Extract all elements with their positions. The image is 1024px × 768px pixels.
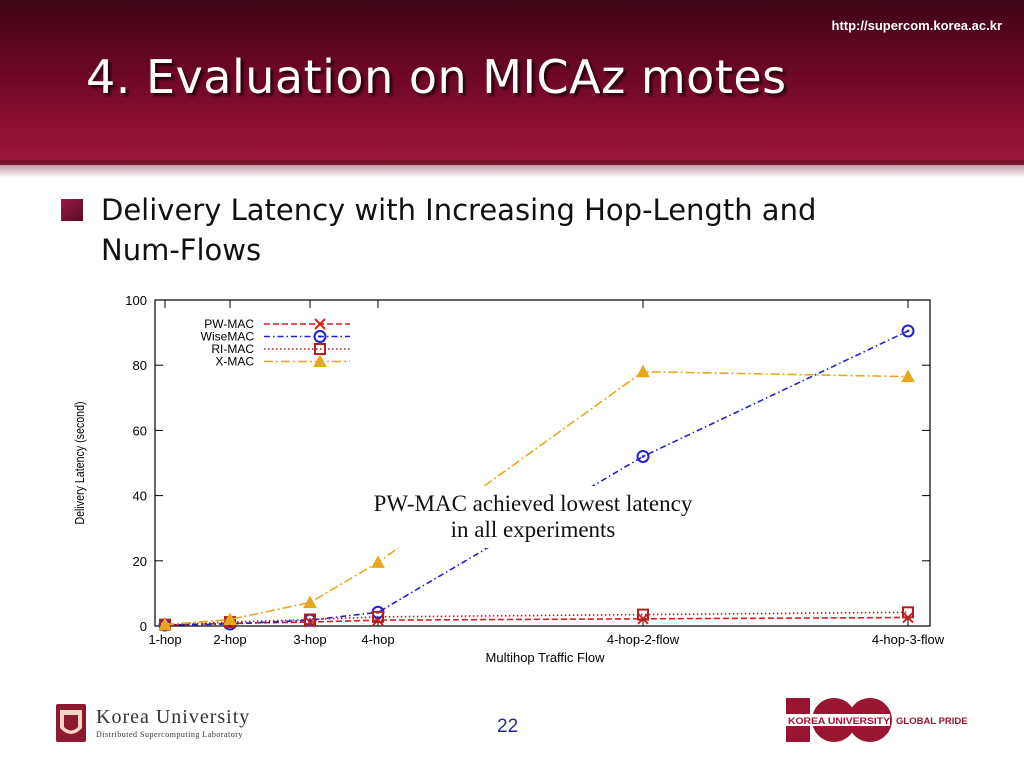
- point-ri-mac: [372, 610, 384, 623]
- point-ri-mac: [304, 613, 316, 626]
- annotation-background: [286, 486, 786, 548]
- series-line-wisemac: [164, 330, 909, 626]
- y-tick-label: 40: [133, 489, 147, 504]
- site-url[interactable]: http://supercom.korea.ac.kr: [831, 18, 1003, 33]
- legend-marker-x-mac: [313, 354, 327, 367]
- y-tick-label: 80: [133, 358, 147, 373]
- point-x-mac: [371, 555, 385, 568]
- right-logo-text: KOREA UNIVERSITY: [788, 716, 890, 726]
- bullet-text: Delivery Latency with Increasing Hop-Len…: [101, 193, 817, 267]
- x-tick-label: 3-hop: [293, 632, 326, 647]
- point-x-mac: [636, 364, 650, 378]
- bullet-square-icon: [61, 199, 83, 221]
- x-tick-label: 4-hop: [361, 632, 394, 647]
- point-x-mac: [303, 595, 317, 609]
- point-wisemac: [901, 324, 915, 338]
- page-number: 22: [497, 716, 519, 737]
- point-wisemac-dot: [906, 329, 910, 333]
- korea-university-logo: [56, 704, 86, 742]
- y-tick-label: 60: [133, 423, 147, 438]
- point-wisemac-dot: [641, 455, 645, 458]
- lab-name: Distributed Supercomputing Laboratory: [96, 730, 243, 739]
- legend-label: PW-MAC: [204, 317, 254, 331]
- point-x-mac: [223, 612, 237, 625]
- point-x-mac: [901, 369, 915, 383]
- x-axis-label: Multihop Traffic Flow: [486, 650, 606, 665]
- legend-marker-ri-mac: [314, 343, 326, 355]
- y-tick-label: 20: [133, 554, 147, 569]
- point-ri-mac: [637, 608, 649, 621]
- legend-label: X-MAC: [215, 355, 254, 369]
- y-tick-label: 100: [125, 293, 147, 308]
- legend-label: RI-MAC: [211, 342, 254, 356]
- slide-title: 4. Evaluation on MICAz motes: [86, 50, 787, 104]
- x-tick-label: 4-hop-3-flow: [872, 632, 945, 647]
- plot-frame: [154, 299, 931, 627]
- global-pride-logo: KOREA UNIVERSITY GLOBAL PRIDE: [786, 698, 968, 742]
- x-tick-label: 2-hop: [213, 632, 246, 647]
- y-axis-label: Delivery Latency (second): [72, 401, 87, 524]
- university-name: Korea University: [96, 706, 251, 728]
- x-tick-label: 4-hop-2-flow: [607, 632, 680, 647]
- slide-header: [0, 0, 1024, 165]
- legend-marker-wisemac-dot: [318, 335, 322, 338]
- x-tick-label: 1-hop: [148, 632, 181, 647]
- point-x-mac: [158, 617, 172, 631]
- latency-chart: 0 20 40 60 80 100 1-hop 2-hop 3-hop 4-hop 4-hop-2-…: [72, 293, 945, 665]
- series-line-x-mac: [164, 370, 909, 626]
- legend-marker-pw-mac: [314, 318, 326, 330]
- header-shadow: [0, 160, 1024, 178]
- point-ri-mac: [902, 606, 914, 619]
- right-logo-slogan: GLOBAL PRIDE: [896, 716, 968, 727]
- annotation-line-2: in all experiments: [451, 517, 616, 542]
- y-tick-label: 0: [140, 619, 147, 634]
- annotation-line-1: PW-MAC achieved lowest latency: [374, 491, 693, 516]
- legend-label: WiseMAC: [201, 330, 255, 344]
- point-wisemac: [636, 449, 650, 463]
- legend-marker-wisemac: [313, 330, 327, 343]
